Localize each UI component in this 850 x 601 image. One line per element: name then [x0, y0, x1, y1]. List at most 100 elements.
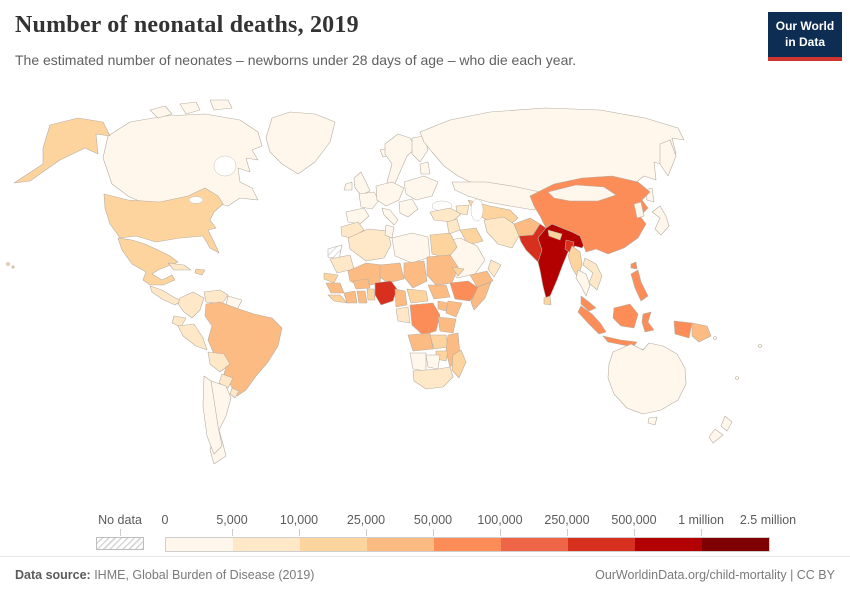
country-norway-sweden[interactable] [384, 133, 417, 187]
legend-bin-5[interactable] [501, 538, 568, 551]
country-libya[interactable] [391, 232, 431, 264]
country-angola[interactable] [407, 332, 434, 352]
country-venezuela[interactable] [203, 289, 229, 305]
country-peru[interactable] [177, 323, 208, 351]
country-hawaii-1[interactable] [6, 262, 10, 266]
country-japan[interactable] [651, 205, 670, 236]
country-indonesia-borneo[interactable] [612, 303, 639, 329]
country-canada-arctic-1[interactable] [149, 105, 173, 119]
country-philippines[interactable] [630, 269, 649, 302]
country-iran[interactable] [483, 216, 520, 249]
legend-no-data-swatch[interactable] [96, 537, 144, 550]
legend-bin-1[interactable] [233, 538, 300, 551]
legend-bin-3[interactable] [367, 538, 434, 551]
country-tasmania[interactable] [647, 416, 658, 426]
country-togo-benin[interactable] [366, 288, 376, 301]
country-ghana[interactable] [356, 290, 368, 304]
country-central-europe[interactable] [375, 181, 405, 207]
country-burkina-faso[interactable] [352, 278, 371, 290]
country-paraguay[interactable] [218, 373, 234, 389]
country-colombia[interactable] [177, 291, 205, 319]
country-alaska[interactable] [13, 117, 111, 184]
country-oman[interactable] [487, 259, 502, 278]
country-somalia[interactable] [470, 281, 492, 311]
country-solomon-islands[interactable] [713, 336, 717, 340]
country-guinea[interactable] [325, 282, 345, 294]
legend-bin-0[interactable] [166, 538, 233, 551]
country-chile[interactable] [202, 375, 223, 455]
legend-bin-8[interactable] [702, 538, 769, 551]
country-uganda[interactable] [437, 300, 449, 312]
attribution-link[interactable]: OurWorldinData.org/child-mortality | CC … [595, 568, 835, 582]
country-canada-arctic-2[interactable] [179, 101, 201, 115]
country-eastern-europe[interactable] [403, 175, 439, 201]
country-indonesia-sulawesi[interactable] [641, 311, 655, 333]
country-eritrea[interactable] [451, 266, 465, 277]
country-egypt[interactable] [429, 232, 458, 259]
country-central-america[interactable] [149, 285, 182, 306]
country-turkey[interactable] [429, 207, 462, 223]
country-australia[interactable] [607, 342, 687, 415]
country-kenya[interactable] [445, 300, 463, 318]
legend-bin-7[interactable] [635, 538, 702, 551]
country-algeria[interactable] [347, 228, 392, 262]
country-ireland[interactable] [343, 181, 353, 191]
country-nigeria[interactable] [374, 280, 398, 306]
country-kazakhstan[interactable] [451, 181, 548, 211]
country-senegal[interactable] [323, 272, 339, 284]
country-indonesia-sumatra[interactable] [577, 305, 607, 335]
legend-bin-2[interactable] [300, 538, 367, 551]
country-mexico[interactable] [117, 237, 179, 286]
country-fiji[interactable] [758, 344, 762, 348]
country-madagascar[interactable] [451, 349, 467, 379]
country-ivory-coast[interactable] [343, 290, 358, 304]
country-south-africa[interactable] [412, 366, 454, 390]
owid-logo[interactable]: Our World in Data [768, 12, 842, 62]
country-gabon-congo[interactable] [395, 306, 411, 324]
country-sierra-leone-liberia[interactable] [327, 294, 348, 304]
country-central-african-republic[interactable] [406, 288, 429, 304]
country-thailand[interactable] [575, 269, 591, 297]
country-indonesia-papua[interactable] [673, 320, 693, 339]
country-hispaniola[interactable] [194, 268, 206, 276]
country-botswana[interactable] [425, 354, 441, 370]
country-baltics[interactable] [419, 161, 431, 175]
country-hawaii-2[interactable] [11, 265, 15, 269]
country-vietnam-laos[interactable] [582, 257, 603, 291]
country-uk[interactable] [353, 171, 371, 196]
country-new-caledonia[interactable] [735, 376, 739, 380]
country-levant[interactable] [446, 218, 461, 235]
country-nepal[interactable] [547, 229, 563, 241]
country-usa[interactable] [103, 187, 224, 254]
country-greenland[interactable] [265, 111, 336, 175]
country-france[interactable] [358, 191, 380, 210]
country-sudan[interactable] [426, 254, 459, 286]
country-russia-kamchatka[interactable] [659, 139, 677, 177]
legend-bin-4[interactable] [434, 538, 501, 551]
country-mongolia[interactable] [547, 184, 617, 202]
country-yemen[interactable] [469, 270, 494, 288]
country-uruguay[interactable] [229, 387, 240, 399]
country-papua-new-guinea[interactable] [691, 322, 712, 343]
country-sri-lanka[interactable] [543, 295, 552, 306]
country-iberia[interactable] [345, 207, 370, 225]
country-cameroon[interactable] [394, 288, 408, 308]
country-cuba[interactable] [167, 262, 192, 271]
country-balkans[interactable] [398, 198, 419, 218]
country-taiwan[interactable] [630, 261, 638, 270]
country-south-sudan[interactable] [427, 284, 451, 300]
country-canada-arctic-3[interactable] [209, 99, 233, 111]
country-bolivia[interactable] [207, 351, 231, 373]
country-new-zealand-south[interactable] [708, 428, 724, 444]
country-niger[interactable] [379, 262, 405, 284]
country-canada[interactable] [102, 113, 263, 209]
country-new-zealand-north[interactable] [720, 415, 733, 432]
country-caucasus[interactable] [455, 204, 470, 216]
country-malaysia[interactable] [580, 295, 597, 312]
country-dr-congo[interactable] [409, 302, 441, 336]
country-indonesia-java[interactable] [602, 335, 638, 348]
legend-bin-6[interactable] [568, 538, 635, 551]
country-chad[interactable] [403, 260, 428, 289]
country-tanzania[interactable] [437, 316, 457, 334]
country-italy[interactable] [381, 207, 399, 226]
